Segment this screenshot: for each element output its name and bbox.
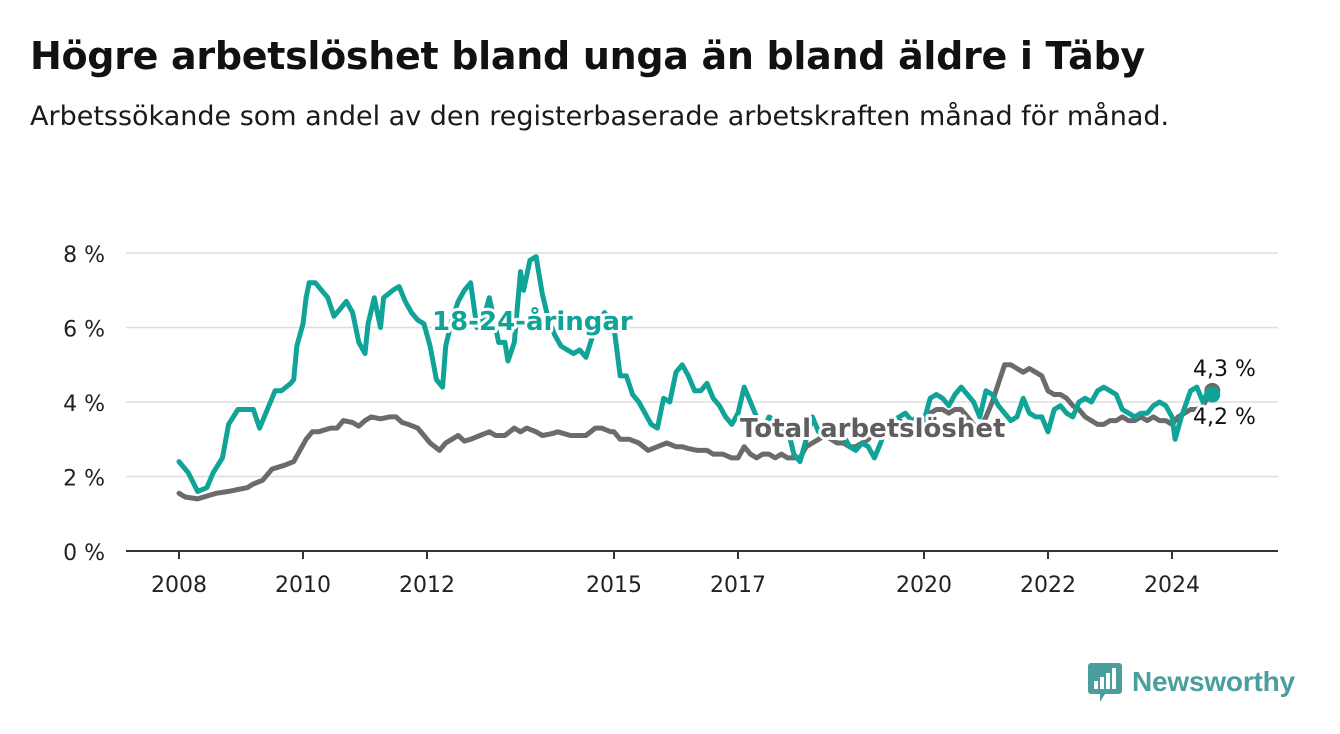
end-value-total-halo: 4,3 % [1193,357,1256,382]
x-axis-ticks: 2008 2010 2012 2015 2017 2020 2022 2024 [151,551,1200,598]
y-axis-ticks: 0 % 2 % 4 % 6 % 8 % [63,243,105,566]
chart-subtitle: Arbetssökande som andel av den registerb… [30,101,1170,132]
series-label-youth-halo: 18-24-åringar [432,305,633,337]
end-value-youth: 4,2 % [1193,405,1256,430]
series-line-total [176,362,1215,502]
x-tick-label: 2008 [151,573,207,598]
end-point-youth [1204,386,1221,403]
grid-lines [126,252,1278,478]
series-label-total-halo: Total arbetslöshet [740,414,1005,444]
chart-title: Högre arbetslöshet bland unga än bland ä… [30,34,1145,78]
x-tick-label: 2012 [399,573,455,598]
bar-chart-icon [1088,663,1122,702]
series-lines [176,254,1221,502]
x-tick-label: 2020 [896,573,952,598]
series-label-youth: 18-24-åringar [432,305,633,337]
y-tick-label: 2 % [63,467,105,492]
x-tick-label: 2024 [1144,573,1200,598]
end-value-total: 4,3 % [1193,357,1256,382]
x-tick-label: 2010 [275,573,331,598]
brand-name: Newsworthy [1132,666,1295,697]
series-line-youth [176,254,1215,494]
x-tick-label: 2017 [710,573,766,598]
series-label-total: Total arbetslöshet [740,414,1005,444]
y-tick-label: 0 % [63,541,105,566]
y-tick-label: 6 % [63,318,105,343]
end-value-youth-halo: 4,2 % [1193,405,1256,430]
x-tick-label: 2015 [586,573,642,598]
y-tick-label: 8 % [63,243,105,268]
y-tick-label: 4 % [63,392,105,417]
x-tick-label: 2022 [1020,573,1076,598]
newsworthy-logo: Newsworthy [1088,661,1295,703]
